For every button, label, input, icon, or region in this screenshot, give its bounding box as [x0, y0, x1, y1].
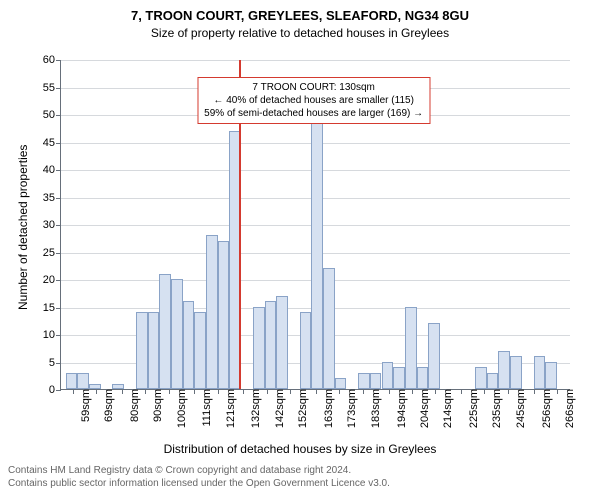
histogram-bar: [206, 235, 218, 389]
histogram-bar: [265, 301, 277, 389]
histogram-bar: [77, 373, 89, 390]
histogram-bar: [545, 362, 557, 390]
y-axis-label: Number of detached properties: [16, 145, 30, 310]
histogram-bar: [66, 373, 78, 390]
x-tick-mark: [145, 389, 146, 394]
gridline: [61, 60, 570, 61]
x-tick-label: 256sqm: [539, 389, 553, 439]
y-tick-label: 30: [43, 219, 61, 231]
histogram-bar: [253, 307, 265, 390]
chart-container: 7, TROON COURT, GREYLEES, SLEAFORD, NG34…: [0, 0, 600, 500]
histogram-bar: [498, 351, 510, 390]
histogram-bar: [276, 296, 288, 390]
footer-line-2: Contains public sector information licen…: [8, 478, 390, 491]
x-tick-mark: [461, 389, 462, 394]
histogram-bar: [171, 279, 183, 389]
y-tick-label: 25: [43, 247, 61, 259]
x-tick-label: 194sqm: [394, 389, 408, 439]
histogram-bar: [159, 274, 171, 390]
x-tick-mark: [169, 389, 170, 394]
x-tick-label: 235sqm: [489, 389, 503, 439]
histogram-bar: [300, 312, 312, 389]
x-tick-label: 80sqm: [127, 389, 141, 439]
chart-title: 7, TROON COURT, GREYLEES, SLEAFORD, NG34…: [0, 8, 600, 23]
x-tick-mark: [412, 389, 413, 394]
histogram-bar: [136, 312, 148, 389]
x-tick-label: 163sqm: [321, 389, 335, 439]
histogram-bar: [428, 323, 440, 389]
x-tick-mark: [435, 389, 436, 394]
x-tick-mark: [96, 389, 97, 394]
x-tick-label: 266sqm: [562, 389, 576, 439]
x-tick-label: 111sqm: [199, 389, 213, 439]
x-axis-label: Distribution of detached houses by size …: [0, 442, 600, 456]
y-tick-label: 60: [43, 54, 61, 66]
histogram-bar: [417, 367, 429, 389]
attribution-footer: Contains HM Land Registry data © Crown c…: [8, 465, 390, 490]
histogram-bar: [487, 373, 499, 390]
x-tick-mark: [267, 389, 268, 394]
x-tick-mark: [218, 389, 219, 394]
x-tick-mark: [243, 389, 244, 394]
x-tick-label: 100sqm: [174, 389, 188, 439]
x-tick-label: 245sqm: [513, 389, 527, 439]
histogram-bar: [405, 307, 417, 390]
x-tick-mark: [557, 389, 558, 394]
x-tick-label: 225sqm: [466, 389, 480, 439]
histogram-bar: [311, 114, 323, 389]
x-tick-mark: [508, 389, 509, 394]
plot-area: 05101520253035404550556059sqm69sqm80sqm9…: [60, 60, 570, 390]
x-tick-label: 183sqm: [368, 389, 382, 439]
x-tick-label: 59sqm: [78, 389, 92, 439]
y-tick-label: 0: [49, 384, 61, 396]
x-tick-label: 204sqm: [417, 389, 431, 439]
chart-subtitle: Size of property relative to detached ho…: [0, 26, 600, 40]
x-tick-label: 121sqm: [223, 389, 237, 439]
x-tick-label: 173sqm: [344, 389, 358, 439]
y-tick-label: 35: [43, 192, 61, 204]
x-tick-mark: [534, 389, 535, 394]
x-tick-label: 69sqm: [101, 389, 115, 439]
histogram-bar: [393, 367, 405, 389]
x-tick-mark: [484, 389, 485, 394]
x-tick-mark: [290, 389, 291, 394]
histogram-bar: [475, 367, 487, 389]
y-tick-label: 55: [43, 82, 61, 94]
x-tick-mark: [389, 389, 390, 394]
y-tick-label: 40: [43, 164, 61, 176]
x-tick-mark: [316, 389, 317, 394]
x-tick-label: 152sqm: [295, 389, 309, 439]
y-tick-label: 20: [43, 274, 61, 286]
histogram-bar: [183, 301, 195, 389]
histogram-bar: [534, 356, 546, 389]
x-tick-mark: [73, 389, 74, 394]
annotation-line: 59% of semi-detached houses are larger (…: [204, 107, 423, 120]
y-tick-label: 50: [43, 109, 61, 121]
y-tick-label: 10: [43, 329, 61, 341]
x-tick-mark: [363, 389, 364, 394]
x-tick-mark: [194, 389, 195, 394]
annotation-line: ← 40% of detached houses are smaller (11…: [204, 94, 423, 107]
histogram-bar: [194, 312, 206, 389]
x-tick-mark: [339, 389, 340, 394]
histogram-bar: [335, 378, 347, 389]
annotation-line: 7 TROON COURT: 130sqm: [204, 81, 423, 94]
histogram-bar: [358, 373, 370, 390]
x-tick-label: 142sqm: [272, 389, 286, 439]
x-tick-mark: [122, 389, 123, 394]
histogram-bar: [218, 241, 230, 390]
x-tick-label: 90sqm: [150, 389, 164, 439]
histogram-bar: [148, 312, 160, 389]
histogram-bar: [323, 268, 335, 389]
histogram-bar: [370, 373, 382, 390]
y-tick-label: 45: [43, 137, 61, 149]
x-tick-label: 214sqm: [440, 389, 454, 439]
x-tick-label: 132sqm: [248, 389, 262, 439]
annotation-box: 7 TROON COURT: 130sqm← 40% of detached h…: [197, 77, 430, 124]
y-tick-label: 15: [43, 302, 61, 314]
histogram-bar: [510, 356, 522, 389]
histogram-bar: [382, 362, 394, 390]
footer-line-1: Contains HM Land Registry data © Crown c…: [8, 465, 390, 478]
y-tick-label: 5: [49, 357, 61, 369]
